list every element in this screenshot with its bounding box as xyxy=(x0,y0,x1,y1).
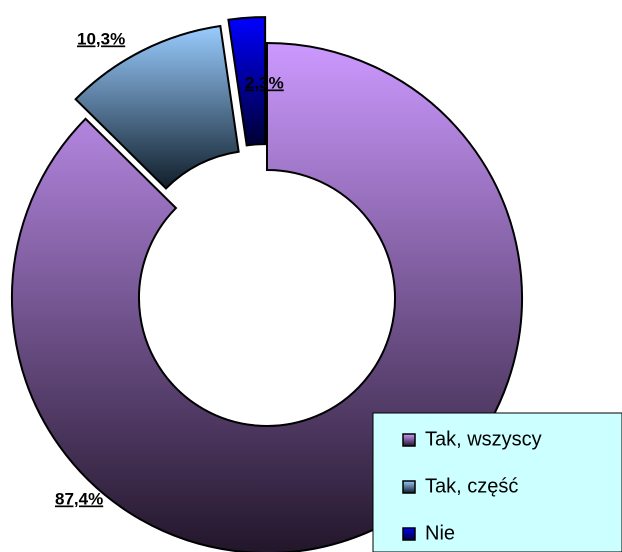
legend-marker xyxy=(402,527,416,541)
legend-label: Nie xyxy=(425,522,455,544)
legend-label: Tak, wszyscy xyxy=(425,428,542,450)
value-label: 10,3% xyxy=(77,29,125,48)
value-label: 87,4% xyxy=(55,489,103,508)
donut-slice xyxy=(227,16,267,147)
legend-marker xyxy=(402,433,416,447)
legend-marker xyxy=(402,480,416,494)
legend-label: Tak, część xyxy=(425,475,518,497)
donut-slice xyxy=(74,24,240,190)
value-label: 2,3% xyxy=(245,73,284,92)
